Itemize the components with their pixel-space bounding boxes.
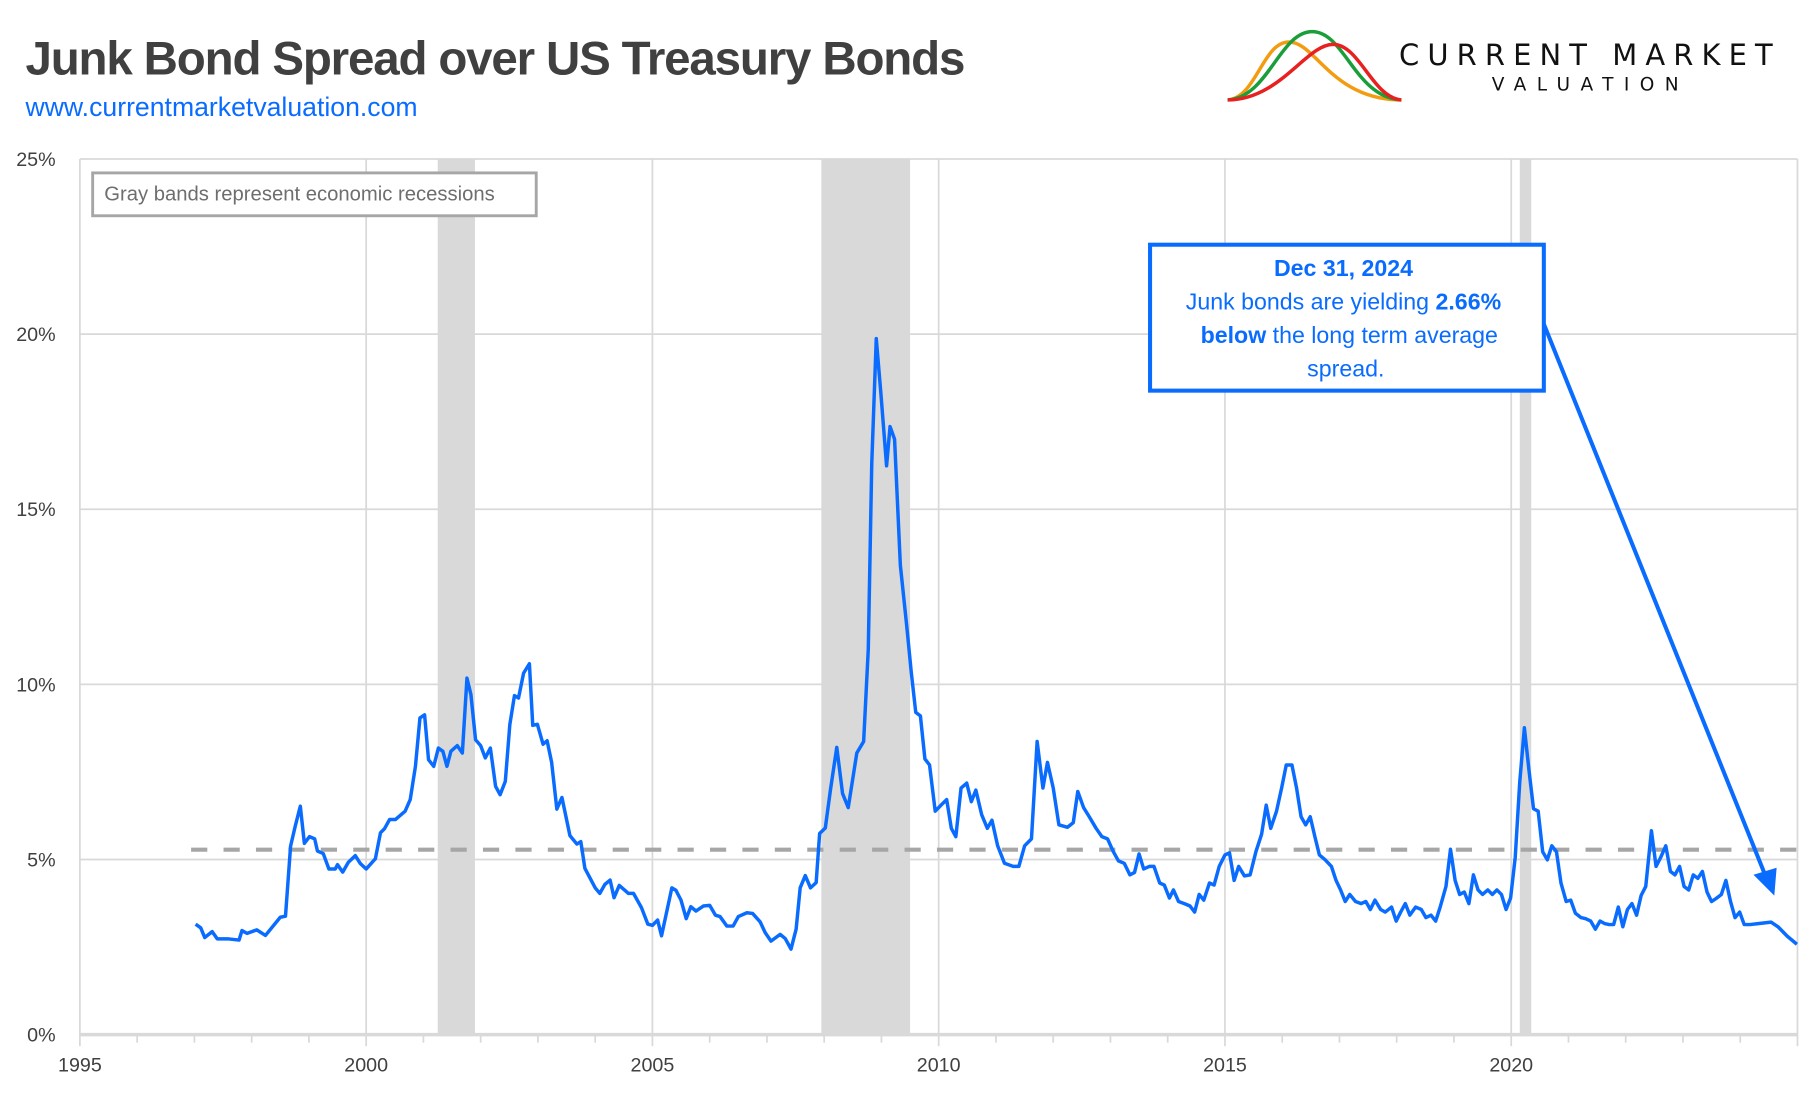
recession-legend-text: Gray bands represent economic recessions bbox=[104, 184, 495, 206]
annotation-value: 2.66% bbox=[1436, 289, 1502, 315]
x-tick-label: 2010 bbox=[917, 1055, 961, 1077]
page-title: Junk Bond Spread over US Treasury Bonds bbox=[25, 32, 964, 85]
y-tick-label: 25% bbox=[16, 149, 55, 171]
recession-band bbox=[437, 159, 475, 1035]
annotation-direction: below bbox=[1201, 322, 1268, 348]
y-tick-label: 10% bbox=[16, 674, 55, 696]
spread-series-line bbox=[194, 336, 1799, 951]
logo-text-line1: CURRENT MARKET bbox=[1399, 38, 1781, 72]
recession-band bbox=[821, 159, 911, 1035]
website-link[interactable]: www.currentmarketvaluation.com bbox=[24, 92, 417, 122]
x-tick-label: 2000 bbox=[344, 1055, 388, 1077]
arrowhead-icon bbox=[1753, 867, 1777, 896]
annotation-line4: spread. bbox=[1307, 356, 1384, 382]
bell-curves-icon bbox=[1227, 29, 1402, 102]
annotation-line2: Junk bonds are yielding 2.66% bbox=[1186, 289, 1501, 315]
y-tick-label: 15% bbox=[16, 499, 55, 521]
annotation-date: Dec 31, 2024 bbox=[1274, 255, 1413, 281]
x-tick-label: 1995 bbox=[58, 1055, 102, 1077]
annotation-line3: below the long term average bbox=[1201, 322, 1498, 348]
y-tick-label: 20% bbox=[16, 324, 55, 346]
logo-text-line2: VALUATION bbox=[1492, 75, 1689, 96]
x-tick-label: 2015 bbox=[1203, 1055, 1247, 1077]
x-tick-label: 2005 bbox=[631, 1055, 675, 1077]
y-tick-label: 5% bbox=[27, 849, 55, 871]
recession-legend: Gray bands represent economic recessions bbox=[91, 171, 538, 218]
recession-band bbox=[1519, 159, 1532, 1035]
x-tick-label: 2020 bbox=[1489, 1055, 1533, 1077]
annotation: Dec 31, 2024 Junk bonds are yielding 2.6… bbox=[1148, 242, 1777, 896]
plot-area: 0% 5% 10% 15% 20% 25% 1995 2000 2005 2010 2015 2020 bbox=[16, 149, 1799, 1077]
logo: CURRENT MARKET VALUATION bbox=[1227, 29, 1781, 102]
y-tick-label: 0% bbox=[27, 1025, 55, 1047]
annotation-arrow bbox=[1538, 314, 1770, 882]
